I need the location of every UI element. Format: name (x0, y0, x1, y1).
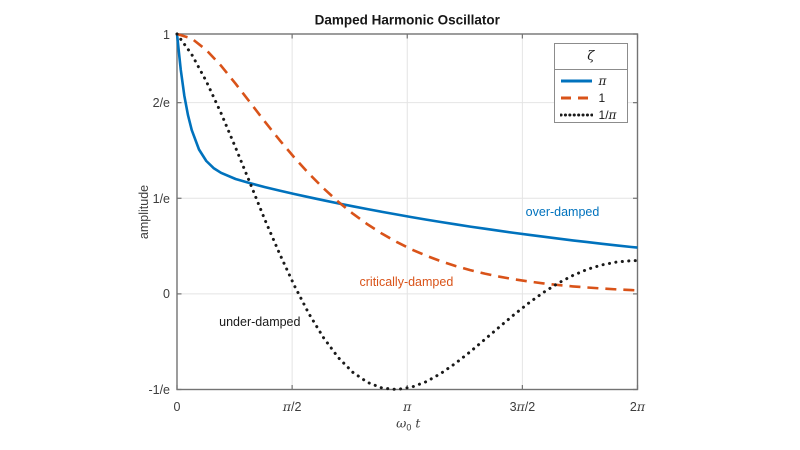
greek-char: π (608, 108, 617, 122)
curve-critically-damped (176, 32, 638, 292)
x-tick-label: 2π (629, 398, 646, 414)
x-tick-label: 0 (173, 399, 181, 414)
y-tick-label: 0 (163, 287, 170, 302)
greek-char: π (636, 398, 646, 414)
x-tick-label: π (403, 400, 411, 413)
curve-under-damped (175, 32, 639, 391)
dotted-line-sample (559, 113, 593, 117)
y-axis-label: amplitude (137, 184, 151, 239)
legend-row-over-damped: π (555, 73, 628, 90)
greek-char: π (516, 398, 525, 414)
x-tick-label: π/2 (282, 398, 302, 414)
y-tick-label: -1/e (148, 382, 170, 397)
legend-entries: π 1 1/π (555, 70, 628, 124)
legend-title: ζ (554, 44, 627, 70)
y-tick-label: 1/e (152, 191, 170, 206)
greek-char: π (282, 398, 292, 414)
dashed-line-sample (560, 96, 592, 100)
legend-row-under-damped: 1/π (555, 107, 628, 124)
y-tick-label: 1 (163, 27, 170, 42)
annotation-over-damped: over-damped (525, 204, 600, 219)
legend: ζ π 1 1/π (553, 42, 628, 124)
chart-title: Damped Harmonic Oscillator (314, 12, 500, 28)
omega-symbol: ω (396, 415, 407, 431)
solid-line-sample (560, 79, 592, 83)
x-tick-label: 3π/2 (509, 398, 536, 414)
time-symbol: t (415, 415, 421, 431)
annotation-under-damped: under-damped (219, 314, 301, 329)
legend-row-critically-damped: 1 (555, 90, 628, 107)
annotation-critically-damped: critically-damped (359, 274, 454, 289)
omega-subscript: 0 (406, 422, 412, 433)
curve-over-damped (175, 33, 638, 249)
legend-entry-label: 1/π (598, 108, 617, 122)
greek-char: π (403, 398, 412, 414)
legend-entry-label: π (599, 75, 607, 87)
legend-entry-label: 1 (598, 91, 606, 105)
greek-char: π (598, 74, 607, 88)
y-tick-label: 2/e (152, 95, 170, 110)
x-axis-label: ω0 t (396, 416, 420, 433)
